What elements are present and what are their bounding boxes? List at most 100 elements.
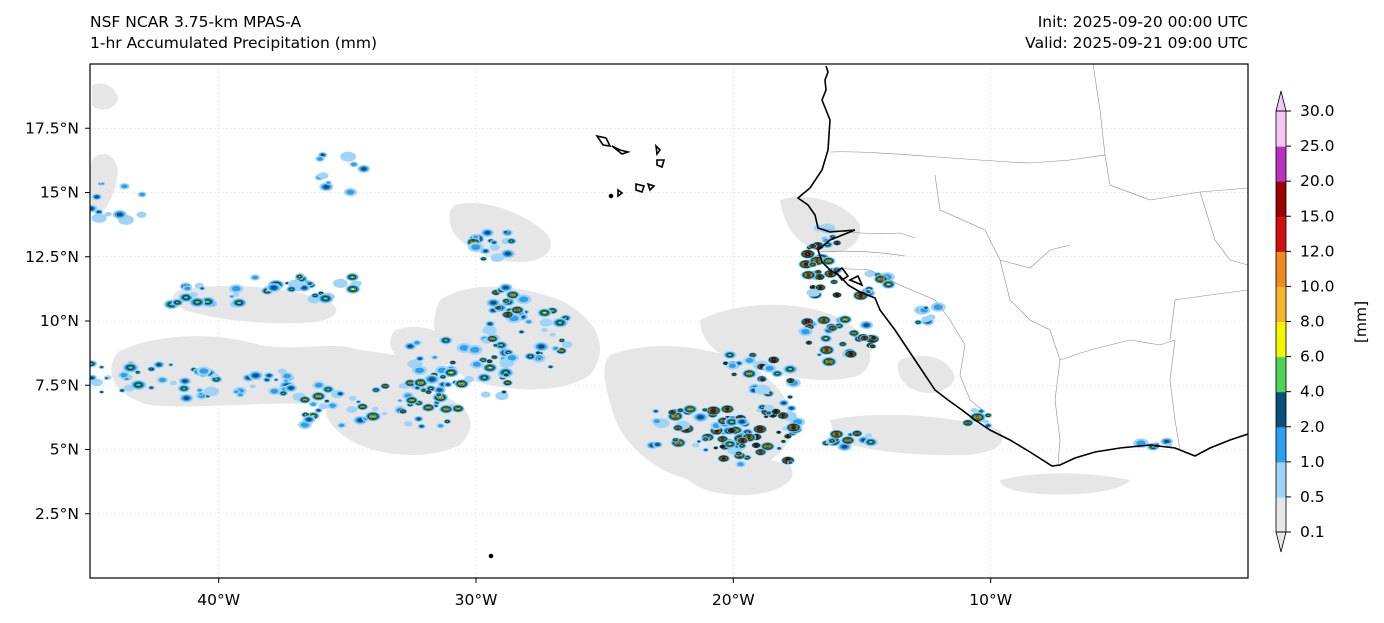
precip-cell <box>806 253 809 255</box>
colorbar-tick-label: 2.0 <box>1300 418 1325 436</box>
lat-tick-label: 7.5°N <box>35 376 79 394</box>
colorbar-bin <box>1276 496 1286 533</box>
island-cape-verde <box>654 143 662 157</box>
precip-cell <box>100 366 103 368</box>
precip-cell <box>916 321 920 324</box>
precip-cell <box>502 391 506 393</box>
lat-tick-label: 12.5°N <box>25 248 79 266</box>
precip-cell <box>323 185 330 189</box>
precip-cell <box>448 371 454 375</box>
precip-cell <box>758 428 762 430</box>
precip-cell <box>346 189 355 195</box>
precip-cell <box>350 275 355 279</box>
precip-cell <box>169 364 172 366</box>
colorbar-tick-label: 1.0 <box>1300 453 1325 471</box>
precip-cell <box>804 263 808 266</box>
border-line <box>817 250 906 257</box>
bijagos-islands <box>848 274 864 287</box>
precip-cell <box>879 277 883 281</box>
precip-cell <box>489 244 500 251</box>
colorbar-tick-label: 12.0 <box>1300 242 1335 260</box>
precip-cell <box>691 442 700 448</box>
colorbar-bin <box>1276 356 1286 393</box>
precip-area <box>680 458 793 496</box>
precip-cell <box>481 376 487 380</box>
precip-cell <box>490 337 495 340</box>
colorbar-label: [mm] <box>1352 301 1370 343</box>
precip-cell <box>774 410 777 413</box>
precip-cell <box>407 344 413 348</box>
precip-cell <box>127 365 134 370</box>
precip-cell <box>506 313 510 316</box>
precip-cell <box>966 421 970 424</box>
colorbar-tick-label: 4.0 <box>1300 383 1325 401</box>
precip-cell <box>747 436 751 439</box>
precip-cell <box>197 388 202 392</box>
precip-cell <box>313 294 317 297</box>
precip-cell <box>159 377 166 383</box>
precip-cell <box>495 391 509 401</box>
precip-cell <box>560 339 564 342</box>
precip-cell <box>199 392 203 396</box>
precip-cell <box>350 287 356 291</box>
island-cape-verde <box>656 159 666 169</box>
precip-cell <box>288 386 294 390</box>
precip-cell <box>383 385 387 388</box>
precip-cell <box>414 341 420 345</box>
precip-cell <box>445 383 450 386</box>
precip-cell <box>346 406 358 414</box>
precip-cell <box>933 304 943 310</box>
precip-cell <box>671 411 674 414</box>
precip-cell <box>316 409 321 412</box>
precip-cell <box>704 449 708 451</box>
precip-cell <box>427 391 430 393</box>
colorbar-bin <box>1276 286 1286 322</box>
precip-cell <box>703 438 708 441</box>
precip-cell <box>697 440 700 443</box>
precip-cell <box>306 417 312 422</box>
colorbar-extend-max <box>1275 90 1287 112</box>
precip-cell <box>872 337 875 339</box>
precip-cell <box>493 356 496 358</box>
precip-cell <box>490 300 497 305</box>
colorbar-tick-label: 0.5 <box>1300 488 1325 506</box>
precip-cell <box>100 182 105 185</box>
bijagos-islands <box>834 266 850 282</box>
precip-cell <box>782 440 785 443</box>
valid-time: Valid: 2025-09-21 09:00 UTC <box>1025 34 1248 52</box>
precip-cell <box>830 439 834 442</box>
colorbar-bin <box>1276 391 1286 428</box>
lat-tick-label: 2.5°N <box>35 505 79 523</box>
precip-cell <box>231 286 241 292</box>
precip-cell <box>509 239 514 243</box>
precip-cell <box>473 235 479 239</box>
precip-cell <box>765 365 774 371</box>
precip-cell <box>170 380 177 386</box>
precip-cell <box>361 405 365 408</box>
precip-cell <box>863 337 866 339</box>
precip-cell <box>415 367 425 374</box>
precip-cell <box>818 354 821 356</box>
precip-cell <box>754 384 771 395</box>
precip-area <box>173 285 337 324</box>
precip-cell <box>970 407 978 413</box>
precip-cell <box>759 451 762 453</box>
precip-cell <box>266 374 272 377</box>
precip-cell <box>986 414 990 417</box>
precip-cell <box>316 395 321 398</box>
precip-cell <box>745 456 749 459</box>
precip-cell <box>441 376 445 378</box>
precip-cell <box>91 213 107 223</box>
init-time: Init: 2025-09-20 00:00 UTC <box>1037 13 1248 31</box>
precip-cell <box>722 457 725 460</box>
precip-cell <box>676 441 681 444</box>
precip-cell <box>792 426 796 429</box>
precip-cell <box>283 373 291 379</box>
precip-cell <box>416 417 421 421</box>
precip-cell <box>721 446 724 448</box>
precip-cell <box>550 309 554 312</box>
precip-cell <box>381 412 388 416</box>
precip-cell <box>281 392 286 395</box>
island-cape-verde <box>611 145 631 155</box>
precip-cell <box>401 410 405 413</box>
